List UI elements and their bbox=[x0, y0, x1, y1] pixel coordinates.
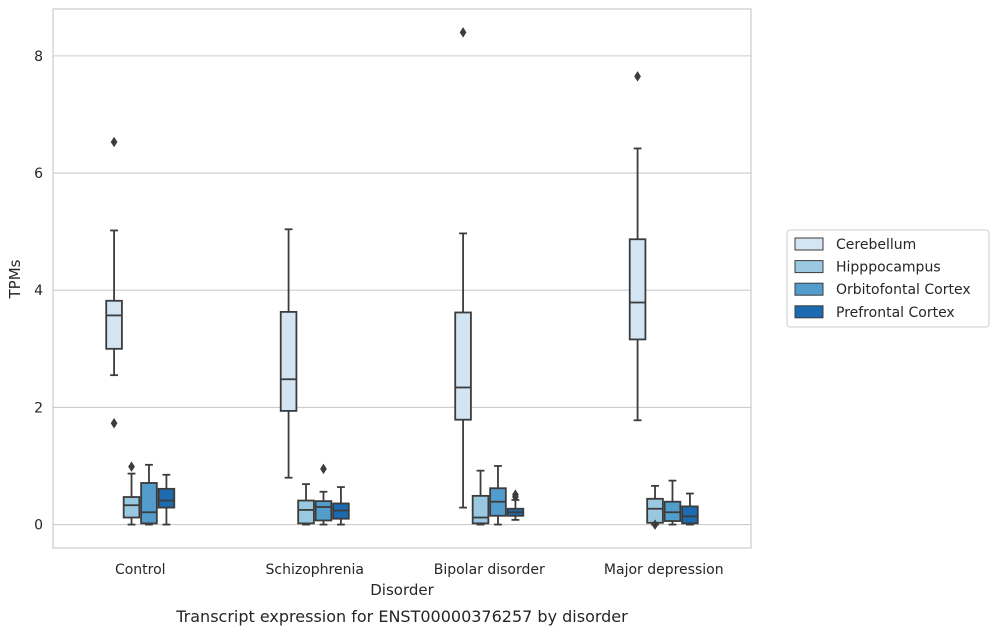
outlier-point bbox=[651, 519, 659, 530]
box-2-0 bbox=[140, 463, 158, 526]
outlier-point bbox=[110, 417, 118, 429]
legend-label: Hipppocampus bbox=[836, 260, 941, 276]
box-iqr bbox=[471, 494, 490, 525]
box-2-2 bbox=[489, 465, 507, 526]
legend-swatch bbox=[794, 305, 824, 319]
legend-label: Prefrontal Cortex bbox=[836, 305, 955, 321]
legend: Cerebellum Hipppocampus Orbitofontal Corte… bbox=[786, 229, 990, 328]
box-1-1 bbox=[297, 483, 315, 526]
box-0-1 bbox=[279, 228, 298, 479]
box-0-2 bbox=[454, 27, 472, 509]
box-plots bbox=[105, 27, 699, 530]
legend-swatch bbox=[794, 260, 824, 274]
outlier-point bbox=[634, 71, 641, 82]
y-tick-label: 0 bbox=[34, 518, 43, 534]
box-1-0 bbox=[122, 461, 141, 526]
x-tick-label: Schizophrenia bbox=[266, 562, 364, 578]
y-tick-label: 2 bbox=[34, 400, 43, 416]
box-iqr bbox=[105, 299, 123, 350]
grid-lines bbox=[53, 55, 751, 526]
legend-swatch bbox=[794, 237, 824, 251]
y-tick-labels: 0 2 4 6 8 bbox=[34, 49, 43, 534]
x-tick-label: Bipolar disorder bbox=[434, 562, 545, 578]
y-axis-label: TPMs bbox=[6, 259, 24, 299]
box-iqr bbox=[279, 310, 298, 412]
box-0-3 bbox=[628, 71, 647, 422]
box-iqr bbox=[157, 487, 176, 509]
box-0-0 bbox=[105, 136, 123, 429]
legend-swatch bbox=[794, 282, 824, 296]
outlier-point bbox=[459, 27, 467, 38]
y-tick-label: 4 bbox=[34, 283, 43, 299]
x-tick-label: Control bbox=[115, 562, 166, 578]
legend-label: Cerebellum bbox=[836, 237, 916, 253]
y-tick-label: 6 bbox=[34, 166, 43, 182]
x-axis-label: Disorder bbox=[370, 581, 434, 599]
box-iqr bbox=[681, 505, 699, 525]
y-tick-label: 8 bbox=[34, 49, 43, 65]
chart-caption: Transcript expression for ENST0000037625… bbox=[175, 607, 628, 626]
box-iqr bbox=[314, 500, 333, 522]
box-2-1 bbox=[314, 463, 333, 526]
box-iqr bbox=[628, 238, 647, 341]
plot-frame bbox=[52, 8, 752, 549]
box-iqr bbox=[140, 482, 158, 525]
box-iqr bbox=[122, 496, 141, 519]
box-2-3 bbox=[663, 479, 682, 526]
box-iqr bbox=[646, 497, 664, 524]
outlier-point bbox=[128, 461, 135, 472]
box-3-0 bbox=[157, 473, 176, 526]
box-iqr bbox=[454, 311, 472, 421]
box-3-1 bbox=[332, 486, 350, 526]
legend-label: Orbitofontal Cortex bbox=[836, 282, 971, 298]
box-3-2 bbox=[506, 489, 525, 521]
box-1-3 bbox=[646, 484, 664, 530]
outlier-point bbox=[512, 491, 519, 503]
box-1-2 bbox=[471, 469, 490, 526]
box-3-3 bbox=[681, 492, 699, 526]
x-tick-labels: Control Schizophrenia Bipolar disorder Majo… bbox=[115, 562, 724, 578]
outlier-point bbox=[110, 136, 118, 148]
box-iqr bbox=[297, 499, 315, 525]
legend-frame bbox=[786, 229, 990, 328]
outlier-point bbox=[320, 463, 327, 475]
x-tick-label: Major depression bbox=[604, 562, 724, 578]
